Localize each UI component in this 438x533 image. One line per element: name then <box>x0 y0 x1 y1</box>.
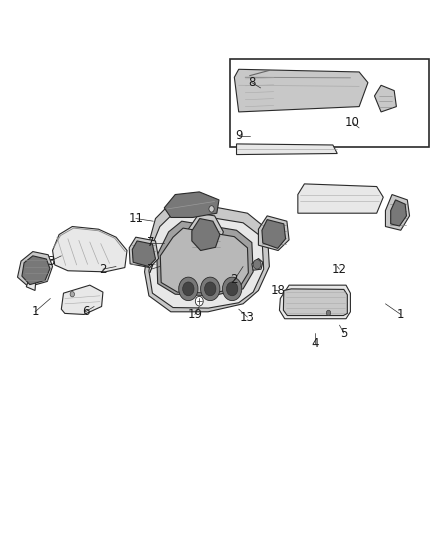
Text: 5: 5 <box>340 327 347 340</box>
Circle shape <box>201 277 220 301</box>
Polygon shape <box>262 220 286 248</box>
Polygon shape <box>279 285 350 319</box>
Polygon shape <box>132 241 155 266</box>
Text: 8: 8 <box>248 76 255 89</box>
Text: 2: 2 <box>99 263 107 276</box>
Text: 19: 19 <box>187 308 202 321</box>
Polygon shape <box>374 85 396 112</box>
Polygon shape <box>149 214 264 308</box>
Text: 4: 4 <box>311 337 319 350</box>
FancyBboxPatch shape <box>230 59 429 147</box>
Text: 12: 12 <box>332 263 347 276</box>
Polygon shape <box>237 144 337 155</box>
Text: 6: 6 <box>81 305 89 318</box>
Polygon shape <box>61 285 103 314</box>
Polygon shape <box>252 259 263 270</box>
Text: 7: 7 <box>147 263 155 276</box>
Polygon shape <box>298 184 383 213</box>
Polygon shape <box>164 192 219 217</box>
Polygon shape <box>160 228 248 293</box>
Text: 13: 13 <box>240 311 255 324</box>
Text: 1: 1 <box>31 305 39 318</box>
Circle shape <box>70 292 74 297</box>
Text: 18: 18 <box>271 284 286 297</box>
Circle shape <box>179 277 198 301</box>
Polygon shape <box>26 277 36 290</box>
Polygon shape <box>157 221 253 296</box>
Polygon shape <box>22 256 50 285</box>
Circle shape <box>223 277 242 301</box>
Circle shape <box>226 282 238 296</box>
Text: 1: 1 <box>397 308 405 321</box>
Polygon shape <box>234 69 368 112</box>
Polygon shape <box>192 219 220 251</box>
Polygon shape <box>53 227 127 272</box>
Polygon shape <box>283 289 347 316</box>
Text: 10: 10 <box>345 116 360 129</box>
Circle shape <box>253 260 261 269</box>
Polygon shape <box>145 203 269 312</box>
Polygon shape <box>391 200 406 226</box>
Polygon shape <box>18 252 53 287</box>
Circle shape <box>209 206 214 212</box>
Text: 7: 7 <box>147 236 155 249</box>
Polygon shape <box>188 213 223 252</box>
Polygon shape <box>129 237 159 268</box>
Text: 9: 9 <box>235 130 243 142</box>
Circle shape <box>205 282 216 296</box>
Polygon shape <box>385 195 410 230</box>
Circle shape <box>183 282 194 296</box>
Circle shape <box>195 296 203 306</box>
Text: 11: 11 <box>128 212 143 225</box>
Polygon shape <box>258 216 289 251</box>
Text: 3: 3 <box>47 255 54 268</box>
Circle shape <box>326 310 331 316</box>
Text: 2: 2 <box>230 273 238 286</box>
